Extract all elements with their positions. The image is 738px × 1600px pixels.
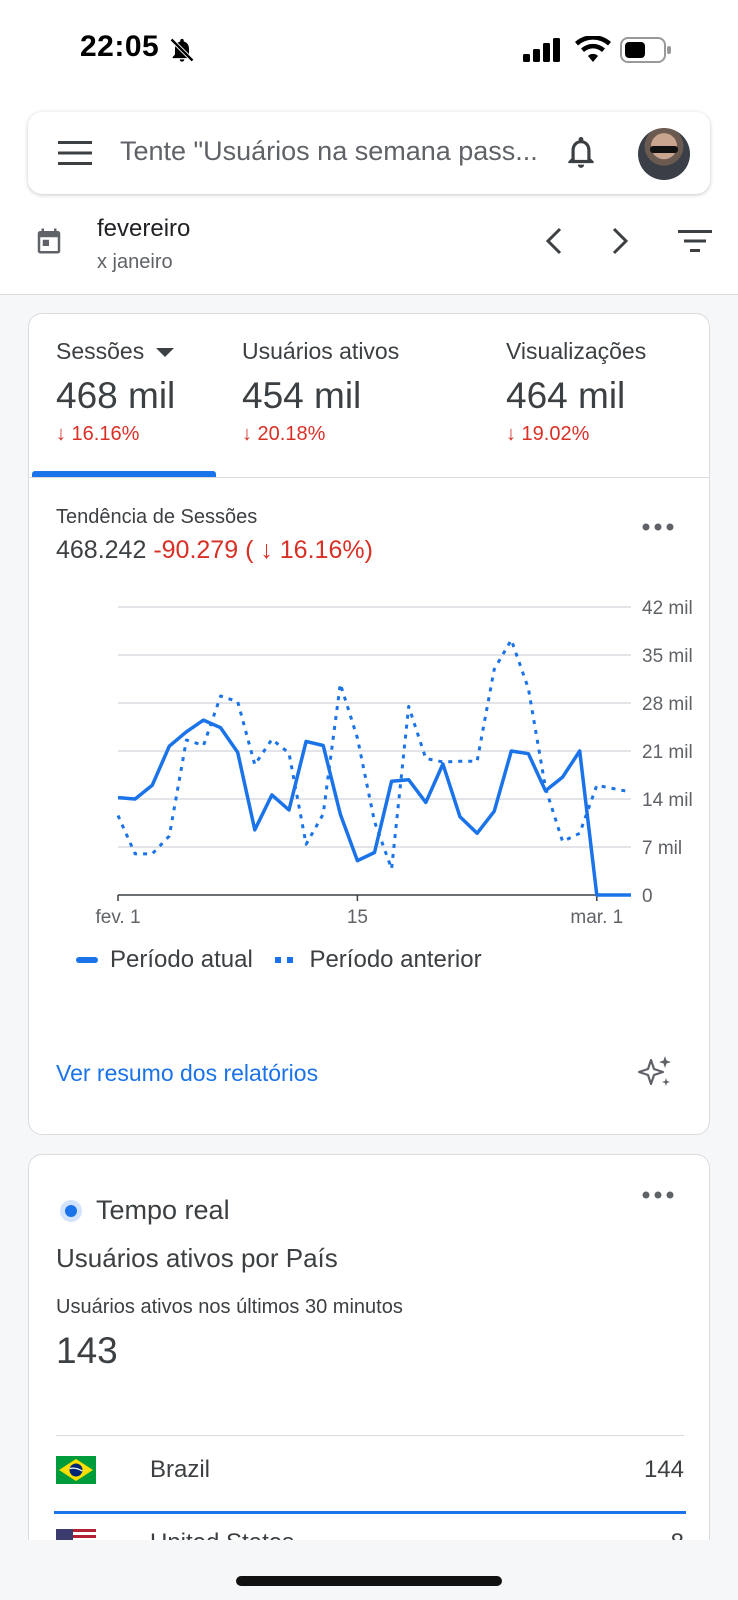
- sparkle-icon[interactable]: [637, 1054, 673, 1090]
- calendar-icon[interactable]: [34, 225, 64, 257]
- metric-label[interactable]: Sessões: [56, 338, 175, 365]
- metric-change: ↓ 19.02%: [506, 423, 590, 445]
- metric-value: 454 mil: [242, 375, 362, 416]
- date-range-comparison: x janeiro: [97, 251, 173, 273]
- y-tick-label: 14 mil: [642, 790, 693, 811]
- sessions-trend-chart: 42 mil 35 mil 28 mil 21 mil 14 mil 7 mil 0 fev.…: [95, 598, 693, 928]
- avatar[interactable]: [638, 128, 690, 180]
- metric-label-text: Sessões: [56, 338, 145, 364]
- date-range-row: fevereiro x janeiro: [0, 205, 738, 295]
- bell-off-icon: [170, 38, 194, 62]
- menu-icon[interactable]: [58, 140, 92, 166]
- y-tick-label: 0: [642, 886, 653, 907]
- wifi-icon: [575, 36, 611, 62]
- date-range-period[interactable]: fevereiro: [97, 215, 191, 242]
- top-area: Tente "Usuários na semana pass... fevere…: [0, 100, 738, 295]
- y-tick-label: 21 mil: [642, 742, 693, 763]
- notifications-bell-icon[interactable]: [562, 132, 600, 172]
- metric-value: 464 mil: [506, 375, 626, 416]
- status-bar: 22:05: [0, 0, 738, 100]
- realtime-title: Tempo real: [96, 1195, 230, 1225]
- country-name: Brazil: [150, 1456, 211, 1483]
- chevron-right-icon[interactable]: [606, 225, 634, 257]
- trend-title: Tendência de Sessões: [56, 506, 258, 528]
- metric-tab-active-users[interactable]: Usuários ativos 454 mil ↓ 20.18%: [242, 338, 399, 446]
- x-tick-label: 15: [347, 907, 368, 928]
- caret-down-icon[interactable]: [156, 348, 175, 358]
- y-tick-label: 35 mil: [642, 646, 693, 667]
- filter-icon[interactable]: [678, 229, 712, 253]
- legend-previous-label: Período anterior: [309, 946, 482, 973]
- metric-change: ↓ 20.18%: [242, 423, 326, 445]
- metric-tab-views[interactable]: Visualizações 464 mil ↓ 19.02%: [506, 338, 646, 446]
- realtime-value: 143: [56, 1330, 118, 1371]
- signal-icon: [523, 38, 560, 62]
- y-tick-label: 42 mil: [642, 598, 693, 619]
- status-time: 22:05: [80, 30, 160, 63]
- search-bar[interactable]: Tente "Usuários na semana pass...: [28, 112, 710, 194]
- y-tick-label: 28 mil: [642, 694, 693, 715]
- metric-change: ↓ 16.16%: [56, 423, 140, 445]
- search-input[interactable]: Tente "Usuários na semana pass...: [120, 136, 538, 166]
- metric-tab-sessions[interactable]: Sessões 468 mil ↓ 16.16%: [56, 338, 175, 446]
- selected-row-indicator: [54, 1511, 686, 1514]
- metric-label: Usuários ativos: [242, 338, 400, 364]
- divider: [56, 1435, 684, 1436]
- series-previous-line: [116, 638, 632, 871]
- avatar-glasses: [650, 146, 678, 153]
- brazil-flag-icon: [56, 1456, 96, 1484]
- chart-legend: Período atual Período anterior: [76, 942, 498, 974]
- series-current-line: [117, 718, 631, 897]
- legend-dotted-swatch: [275, 957, 298, 963]
- metric-label: Visualizações: [506, 338, 647, 364]
- realtime-label: Usuários ativos nos últimos 30 minutos: [56, 1296, 403, 1318]
- x-tick-label: fev. 1: [95, 907, 140, 928]
- battery-icon: [620, 37, 671, 63]
- home-indicator[interactable]: [236, 1576, 502, 1586]
- trend-summary: 468.242 -90.279 ( ↓ 16.16%): [56, 536, 373, 565]
- more-options-icon[interactable]: [641, 1189, 675, 1201]
- live-dot-icon: [60, 1200, 82, 1222]
- more-options-icon[interactable]: [641, 521, 675, 533]
- metrics-card: Sessões 468 mil ↓ 16.16% Usuários ativos…: [28, 313, 710, 1135]
- country-value: 144: [643, 1456, 684, 1483]
- realtime-card: Tempo real Usuários ativos por País Usuá…: [28, 1154, 710, 1554]
- legend-previous: Período anterior: [275, 946, 482, 974]
- country-row[interactable]: Brazil 144: [56, 1444, 684, 1504]
- y-tick-label: 7 mil: [642, 838, 682, 859]
- legend-current-label: Período atual: [110, 946, 253, 973]
- legend-solid-swatch: [76, 957, 98, 963]
- view-reports-summary-link[interactable]: Ver resumo dos relatórios: [56, 1060, 319, 1086]
- trend-total: 468.242: [56, 536, 147, 564]
- x-tick-label: mar. 1: [570, 907, 623, 928]
- metric-value: 468 mil: [56, 375, 176, 416]
- tab-divider: [29, 477, 709, 478]
- bottom-area: [0, 1540, 738, 1600]
- legend-current: Período atual: [76, 946, 253, 974]
- chevron-left-icon[interactable]: [540, 225, 568, 257]
- trend-delta: -90.279 ( ↓ 16.16%): [153, 536, 373, 564]
- realtime-subtitle: Usuários ativos por País: [56, 1243, 338, 1273]
- selected-tab-indicator: [32, 471, 216, 477]
